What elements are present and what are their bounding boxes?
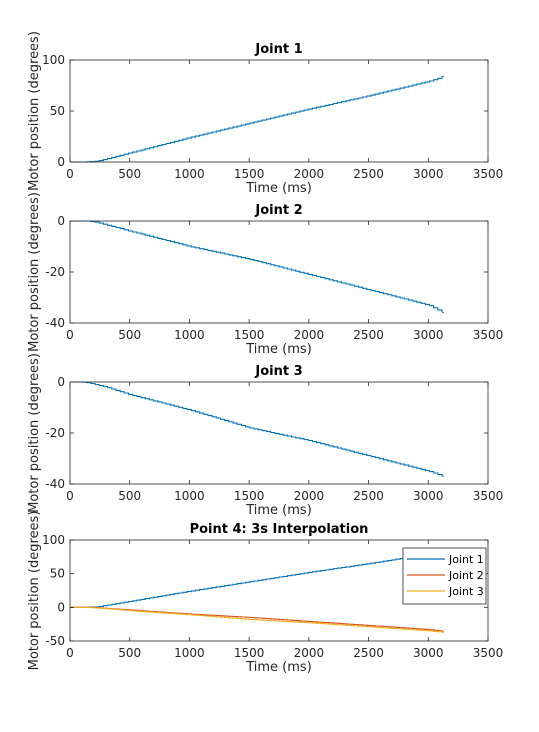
y-axis-label: Motor position (degrees) — [27, 31, 42, 191]
chart-title: Joint 3 — [254, 364, 302, 379]
x-tick-label: 1000 — [174, 328, 205, 342]
y-axis-label: Motor position (degrees) — [27, 511, 42, 671]
y-tick-label: 0 — [57, 155, 65, 169]
y-tick-label: 0 — [57, 375, 65, 389]
axes-2 — [69, 220, 489, 324]
x-tick-label: 3000 — [413, 167, 444, 181]
x-tick-label: 0 — [66, 489, 74, 503]
y-tick-label: -20 — [45, 426, 65, 440]
series-line-joint-2 — [70, 606, 444, 633]
x-tick-label: 2000 — [294, 328, 325, 342]
chart-title: Joint 2 — [254, 203, 302, 218]
x-tick-label: 1000 — [174, 489, 205, 503]
y-tick-label: 50 — [50, 567, 65, 581]
x-tick-label: 2500 — [353, 167, 384, 181]
y-tick-label: 0 — [57, 214, 65, 228]
x-tick-label: 3500 — [473, 328, 504, 342]
axes-3 — [69, 381, 489, 485]
axes-box — [69, 539, 489, 642]
series-line-joint-1 — [70, 550, 444, 608]
x-tick-label: 1500 — [234, 328, 265, 342]
x-tick-label: 0 — [66, 646, 74, 660]
legend-label: Joint 2 — [448, 569, 484, 582]
axes-box — [69, 59, 489, 163]
y-axis-label: Motor position (degrees) — [27, 192, 42, 352]
x-tick-label: 500 — [118, 646, 141, 660]
x-tick-label: 3000 — [413, 328, 444, 342]
y-tick-label: 0 — [57, 600, 65, 614]
y-tick-label: -40 — [45, 316, 65, 330]
y-tick-label: 100 — [42, 53, 65, 67]
x-axis-label: Time (ms) — [245, 181, 312, 196]
axes-1 — [69, 59, 489, 163]
x-axis-label: Time (ms) — [245, 503, 312, 518]
series-line-joint-1 — [70, 75, 444, 163]
x-tick-label: 2500 — [353, 489, 384, 503]
axes-box — [69, 220, 489, 324]
axes-4: Joint 1 Joint 2 Joint 3 — [69, 539, 489, 642]
x-tick-label: 2000 — [294, 489, 325, 503]
x-tick-label: 3000 — [413, 489, 444, 503]
x-axis-label: Time (ms) — [245, 342, 312, 357]
x-tick-label: 2500 — [353, 328, 384, 342]
x-axis-label: Time (ms) — [245, 660, 312, 675]
x-tick-label: 2000 — [294, 646, 325, 660]
y-tick-label: -20 — [45, 265, 65, 279]
x-tick-label: 1000 — [174, 167, 205, 181]
x-tick-label: 3000 — [413, 646, 444, 660]
x-tick-label: 1500 — [234, 646, 265, 660]
x-tick-label: 0 — [66, 167, 74, 181]
series-line-joint-3 — [70, 381, 444, 477]
x-tick-label: 500 — [118, 167, 141, 181]
legend-box — [402, 547, 487, 605]
x-tick-label: 0 — [66, 328, 74, 342]
x-tick-label: 3500 — [473, 489, 504, 503]
series-line-joint-2 — [70, 220, 445, 314]
x-tick-label: 1500 — [234, 489, 265, 503]
x-tick-label: 500 — [118, 489, 141, 503]
x-tick-label: 2000 — [294, 167, 325, 181]
y-axis-label: Motor position (degrees) — [27, 353, 42, 513]
x-tick-label: 500 — [118, 328, 141, 342]
x-tick-label: 3500 — [473, 167, 504, 181]
chart-title: Joint 1 — [254, 42, 302, 57]
legend-label: Joint 1 — [448, 553, 484, 566]
x-tick-label: 2500 — [353, 646, 384, 660]
y-tick-label: 50 — [50, 104, 65, 118]
chart-title: Point 4: 3s Interpolation — [190, 522, 369, 537]
y-tick-label: -40 — [45, 477, 65, 491]
x-tick-label: 1500 — [234, 167, 265, 181]
y-tick-label: 100 — [42, 533, 65, 547]
series-line-joint-3 — [70, 606, 444, 633]
legend: Joint 1 Joint 2 Joint 3 — [402, 547, 487, 605]
x-tick-label: 3500 — [473, 646, 504, 660]
legend-label: Joint 3 — [448, 585, 484, 598]
y-tick-label: -50 — [45, 634, 65, 648]
x-tick-label: 1000 — [174, 646, 205, 660]
